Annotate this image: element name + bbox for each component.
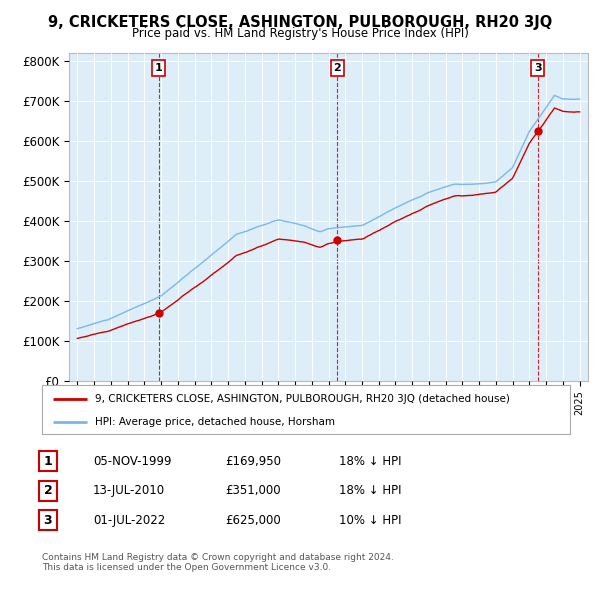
Text: Price paid vs. HM Land Registry's House Price Index (HPI): Price paid vs. HM Land Registry's House … [131, 27, 469, 40]
Text: 2: 2 [44, 484, 52, 497]
Text: 2: 2 [334, 63, 341, 73]
Text: 05-NOV-1999: 05-NOV-1999 [93, 455, 172, 468]
Text: 10% ↓ HPI: 10% ↓ HPI [339, 514, 401, 527]
Text: This data is licensed under the Open Government Licence v3.0.: This data is licensed under the Open Gov… [42, 563, 331, 572]
Text: £351,000: £351,000 [225, 484, 281, 497]
Text: £625,000: £625,000 [225, 514, 281, 527]
Text: 3: 3 [534, 63, 542, 73]
Text: 18% ↓ HPI: 18% ↓ HPI [339, 484, 401, 497]
Text: 13-JUL-2010: 13-JUL-2010 [93, 484, 165, 497]
Text: 01-JUL-2022: 01-JUL-2022 [93, 514, 165, 527]
Text: £169,950: £169,950 [225, 455, 281, 468]
Text: 18% ↓ HPI: 18% ↓ HPI [339, 455, 401, 468]
Text: 1: 1 [44, 455, 52, 468]
Text: 1: 1 [155, 63, 163, 73]
Text: HPI: Average price, detached house, Horsham: HPI: Average price, detached house, Hors… [95, 417, 335, 427]
Text: Contains HM Land Registry data © Crown copyright and database right 2024.: Contains HM Land Registry data © Crown c… [42, 553, 394, 562]
Text: 9, CRICKETERS CLOSE, ASHINGTON, PULBOROUGH, RH20 3JQ (detached house): 9, CRICKETERS CLOSE, ASHINGTON, PULBOROU… [95, 394, 509, 404]
Text: 9, CRICKETERS CLOSE, ASHINGTON, PULBOROUGH, RH20 3JQ: 9, CRICKETERS CLOSE, ASHINGTON, PULBOROU… [48, 15, 552, 30]
Text: 3: 3 [44, 514, 52, 527]
